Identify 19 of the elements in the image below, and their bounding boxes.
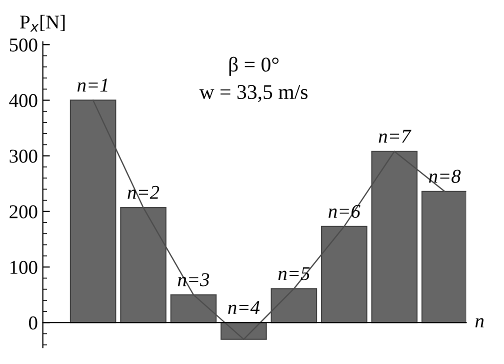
bar (170, 294, 217, 324)
bar (371, 150, 418, 324)
y-tick-label: 100 (10, 260, 38, 274)
y-tick-label: 500 (10, 38, 38, 52)
bar (120, 206, 166, 324)
x-tick-label: n=4 (228, 301, 260, 314)
x-tick-label: n=8 (429, 170, 461, 183)
y-axis-title: P$_{x}$[N] (20, 14, 65, 32)
annotation: w = 33,5 m/s (199, 85, 308, 102)
bar (270, 288, 318, 324)
y-tick-label: 400 (9, 94, 38, 108)
x-tick-label: n=7 (378, 130, 412, 143)
x-axis-title: n (475, 318, 484, 328)
y-tick-label: 300 (10, 150, 38, 163)
y-tick-label: 0 (29, 316, 38, 330)
y-tick-label: 200 (10, 205, 38, 218)
bar (321, 226, 368, 324)
x-tick-label: n=1 (77, 78, 108, 92)
annotation: β = 0° (229, 56, 279, 76)
